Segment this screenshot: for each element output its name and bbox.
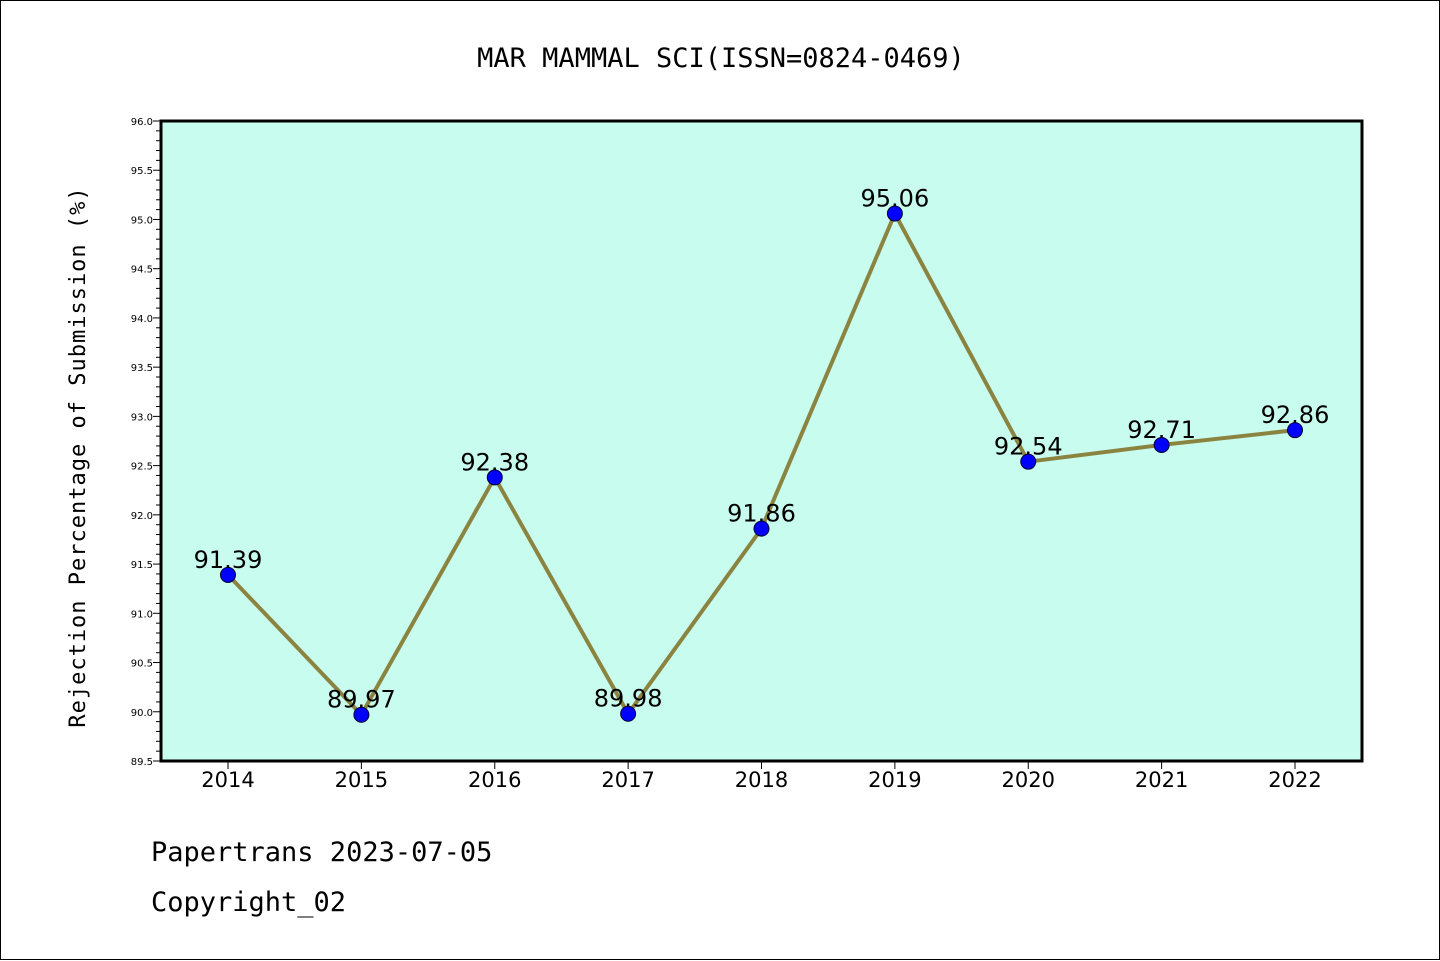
y-tick-label: 90.0 (131, 708, 153, 719)
y-tick-label: 91.0 (131, 609, 153, 620)
y-tick-label: 95.5 (131, 166, 153, 177)
x-tick-label: 2015 (335, 768, 388, 792)
chart-title: MAR MAMMAL SCI(ISSN=0824-0469) (477, 43, 965, 74)
data-point (1287, 422, 1303, 439)
y-tick-label: 89.5 (131, 757, 153, 768)
data-label: 92.54 (994, 433, 1063, 461)
y-tick-label: 91.5 (131, 560, 153, 571)
x-tick-label: 2021 (1135, 768, 1188, 792)
data-label: 92.71 (1127, 416, 1196, 444)
data-point (620, 705, 637, 722)
y-axis-ticks: 89.5 90.0 90.5 91.0 91.5 92.0 92.5 93.0 93.5 94.0… (131, 117, 161, 768)
data-label: 91.39 (194, 546, 263, 574)
x-tick-label: 2019 (868, 768, 921, 792)
y-tick-label: 93.0 (131, 412, 153, 423)
y-tick-label: 90.5 (131, 659, 153, 670)
y-tick-label: 94.5 (131, 265, 153, 276)
data-label: 92.86 (1261, 401, 1330, 429)
x-axis-ticks: 2014 2015 2016 2017 2018 2019 2020 2021 2022 (201, 761, 1322, 792)
data-label: 89.97 (327, 686, 396, 714)
x-tick-label: 2018 (735, 768, 788, 792)
data-labels-group: 91.39 89.97 92.38 89.98 91.86 95.06 92.54 92.71… (194, 185, 1330, 714)
y-axis-label: Rejection Percentage of Submission (%) (66, 186, 91, 727)
data-label: 95.06 (861, 185, 930, 213)
y-tick-label: 93.5 (131, 363, 153, 374)
y-tick-label: 94.0 (131, 314, 153, 325)
data-label: 89.98 (594, 685, 663, 713)
x-tick-label: 2017 (601, 768, 654, 792)
data-point (1020, 453, 1037, 470)
data-point (220, 566, 236, 583)
y-tick-label: 92.0 (131, 511, 153, 522)
x-tick-label: 2020 (1002, 768, 1055, 792)
data-point (486, 469, 503, 486)
series-markers-group (220, 205, 1303, 723)
data-point (753, 520, 770, 537)
footer-date: Papertrans 2023-07-05 (151, 837, 493, 868)
y-tick-label: 96.0 (131, 117, 153, 128)
footer-copyright: Copyright_02 (151, 887, 347, 918)
x-tick-label: 2014 (201, 768, 254, 792)
y-tick-label: 92.5 (131, 462, 153, 473)
x-tick-label: 2022 (1268, 768, 1321, 792)
data-point (886, 205, 903, 222)
data-point (1153, 436, 1170, 453)
x-tick-label: 2016 (468, 768, 521, 792)
data-label: 92.38 (460, 448, 529, 476)
data-label: 91.86 (727, 500, 796, 528)
data-point (353, 706, 370, 723)
y-tick-label: 95.0 (131, 215, 153, 226)
